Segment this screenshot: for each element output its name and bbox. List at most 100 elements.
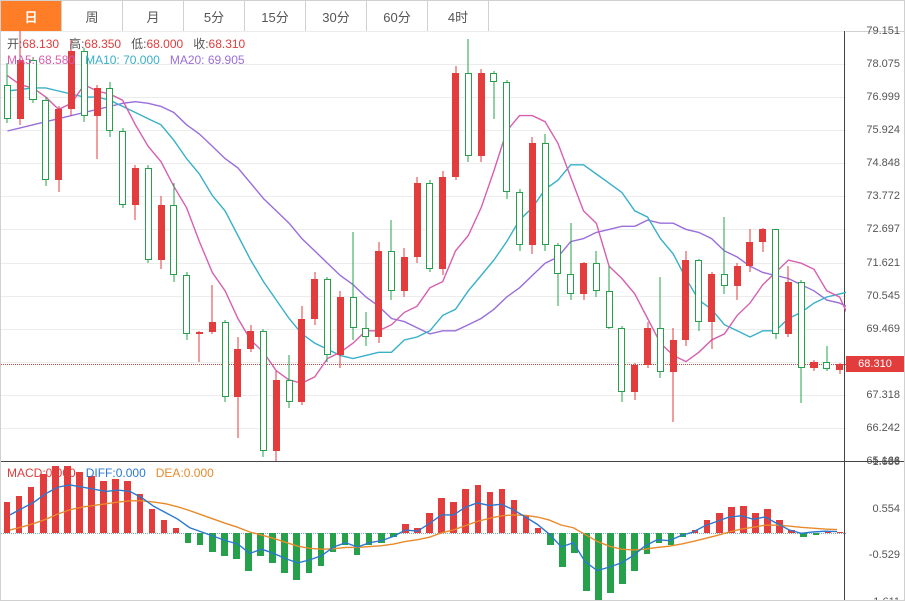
candle xyxy=(196,31,203,461)
macd-bar xyxy=(680,533,687,537)
macd-bar xyxy=(197,533,204,546)
candle xyxy=(529,31,536,461)
ma-overlay xyxy=(1,31,846,461)
candle xyxy=(670,31,677,461)
macd-bar xyxy=(728,507,735,533)
candle xyxy=(132,31,139,461)
tab-日[interactable]: 日 xyxy=(1,1,62,31)
candle xyxy=(542,31,549,461)
gridline xyxy=(1,329,846,330)
macd-bar xyxy=(813,533,820,535)
candle xyxy=(593,31,600,461)
macd-bar xyxy=(644,533,651,555)
macd-bar xyxy=(740,506,747,533)
macd-bar xyxy=(583,533,590,591)
macd-bar xyxy=(390,533,397,537)
tab-5分[interactable]: 5分 xyxy=(184,1,245,31)
high-label: 高: xyxy=(69,37,84,51)
macd-bar xyxy=(656,533,663,544)
candle xyxy=(119,31,126,461)
open-value: 68.130 xyxy=(22,37,59,51)
timeframe-tabs: 日周月5分15分30分60分4时 xyxy=(1,1,904,32)
macd-bar xyxy=(366,533,373,546)
ma5-label: MA5: xyxy=(7,53,35,67)
tab-60分[interactable]: 60分 xyxy=(367,1,428,31)
candle xyxy=(42,31,49,461)
macd-bar xyxy=(28,487,35,532)
tab-30分[interactable]: 30分 xyxy=(306,1,367,31)
macd-bar xyxy=(426,513,433,532)
macd-bar xyxy=(752,513,759,532)
tab-周[interactable]: 周 xyxy=(62,1,123,31)
macd-bar xyxy=(475,485,482,532)
ma20-value: 69.905 xyxy=(208,53,245,67)
macd-bar xyxy=(137,494,144,533)
candle xyxy=(452,31,459,461)
gridline xyxy=(1,31,846,32)
candle xyxy=(183,31,190,461)
candle xyxy=(234,31,241,461)
close-label: 收: xyxy=(193,37,208,51)
candle xyxy=(798,31,805,461)
macd-bar xyxy=(185,533,192,544)
candle xyxy=(772,31,779,461)
candle xyxy=(414,31,421,461)
candle xyxy=(55,31,62,461)
macd-legend: MACD:0.000 DIFF:0.000 DEA:0.000 xyxy=(7,466,214,480)
gridline xyxy=(1,395,846,396)
macd-bar xyxy=(88,476,95,532)
gridline xyxy=(1,428,846,429)
candle xyxy=(478,31,485,461)
last-price-badge: 68.310 xyxy=(846,356,904,372)
macd-bar xyxy=(825,531,832,532)
price-tick: 70.545 xyxy=(866,290,900,302)
low-label: 低: xyxy=(131,37,146,51)
candle xyxy=(17,31,24,461)
gridline xyxy=(1,196,846,197)
macd-bar xyxy=(535,528,542,532)
macd-bar xyxy=(281,533,288,574)
ohlc-legend: 开:68.130 高:68.350 低:68.000 收:68.310 xyxy=(7,35,245,52)
macd-bar xyxy=(40,474,47,532)
candle xyxy=(682,31,689,461)
macd-tick: 1.636 xyxy=(872,456,900,468)
ma10-label: MA10: xyxy=(85,53,120,67)
macd-bar xyxy=(318,533,325,567)
macd-bar xyxy=(788,530,795,532)
candle xyxy=(158,31,165,461)
candle xyxy=(823,31,830,461)
candle xyxy=(836,31,843,461)
macd-bar xyxy=(161,520,168,533)
macd-bar xyxy=(257,533,264,557)
macd-bar xyxy=(269,533,276,563)
tab-15分[interactable]: 15分 xyxy=(245,1,306,31)
candle xyxy=(298,31,305,461)
macd-bar xyxy=(173,528,180,532)
macd-bar xyxy=(511,500,518,532)
candle xyxy=(145,31,152,461)
price-tick: 69.469 xyxy=(866,323,900,335)
candle xyxy=(286,31,293,461)
candle xyxy=(503,31,510,461)
macd-bar xyxy=(462,489,469,532)
tab-月[interactable]: 月 xyxy=(123,1,184,31)
macd-tick: -1.611 xyxy=(870,596,900,601)
candle xyxy=(350,31,357,461)
ma5-value: 68.580 xyxy=(38,53,75,67)
candle xyxy=(81,31,88,461)
ma-legend: MA5: 68.580 MA10: 70.000 MA20: 69.905 xyxy=(7,53,245,67)
macd-bar xyxy=(499,489,506,532)
candle xyxy=(618,31,625,461)
tab-4时[interactable]: 4时 xyxy=(428,1,489,31)
candle xyxy=(362,31,369,461)
candle xyxy=(759,31,766,461)
macd-bar xyxy=(716,513,723,532)
close-value: 68.310 xyxy=(209,37,246,51)
macd-bar xyxy=(776,520,783,533)
macd-bar xyxy=(764,509,771,533)
price-tick: 78.075 xyxy=(866,58,900,70)
macd-bar xyxy=(378,533,385,544)
price-tick: 72.697 xyxy=(866,223,900,235)
candle xyxy=(94,31,101,461)
gridline xyxy=(1,97,846,98)
